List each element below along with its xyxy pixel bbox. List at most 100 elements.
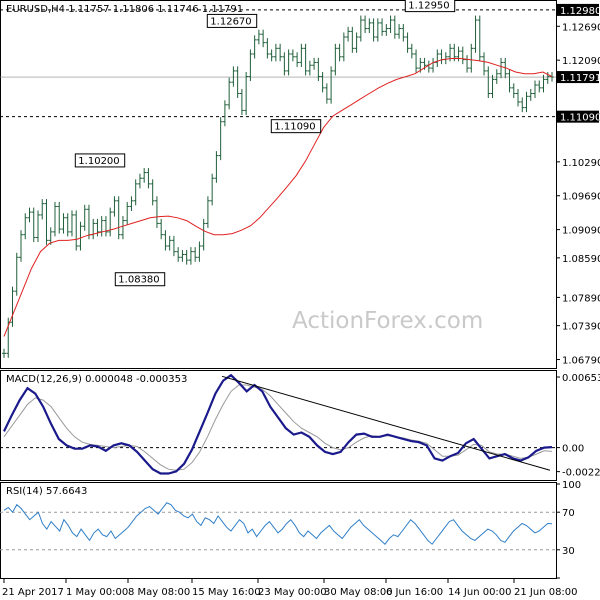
candle [384,24,389,36]
candle [350,26,355,53]
candle [295,52,300,67]
time-tick-label: 6 Jun 16:00 [386,587,443,598]
macd-label: MACD(12,26,9) 0.000048 -0.000353 [6,374,187,385]
candle [469,43,474,73]
candle [176,247,181,262]
rsi-label: RSI(14) 57.6643 [6,486,87,497]
level-label: 1.12980 [560,6,600,17]
candle [256,29,261,45]
svg-text:1.11090: 1.11090 [274,122,315,133]
candle [108,207,113,237]
candle [409,43,414,59]
candle [265,38,270,59]
candle [27,207,32,223]
candle [201,218,206,251]
macd-tick-label: -0.002226 [562,468,600,479]
candle [435,49,440,67]
time-tick-label: 15 May 16:00 [192,587,261,598]
price-tick-label: 1.08590 [562,254,600,265]
time-tick-label: 30 May 08:00 [324,587,393,598]
current-price-box [557,71,599,84]
candle [82,204,87,231]
candle [477,15,482,62]
candle [252,35,257,59]
candle [354,32,359,53]
candle [282,52,287,76]
candle [499,57,504,79]
candle [231,66,236,87]
candle [528,88,533,101]
candle [112,196,117,217]
candle [159,218,164,240]
rsi-line [3,502,553,545]
svg-text:1.12670: 1.12670 [210,16,251,27]
candle [346,26,351,42]
candle [290,49,295,62]
candle [129,196,134,211]
candle [18,230,23,262]
candle [103,216,108,237]
candle [61,213,66,234]
price-tick-label: 1.07890 [562,293,600,304]
candle [48,227,53,245]
candle [57,201,62,234]
watermark: ActionForex.com [292,308,483,334]
price-annotation: 1.12950 [404,0,456,13]
rsi-tick-label: 70 [562,508,575,519]
candle [486,66,491,99]
candle [65,213,70,237]
price-annotation: 1.11090 [270,119,322,134]
candle [188,247,193,265]
price-tick-label: 1.12090 [562,56,600,67]
rsi-tick-label: 100 [562,480,581,491]
candle [537,80,542,93]
candle [541,74,546,93]
candle [125,201,130,226]
macd-main-line [3,373,553,475]
candle [218,117,223,161]
candle [392,15,397,39]
svg-text:1.08380: 1.08380 [118,275,159,286]
time-tick-label: 23 May 00:00 [258,587,327,598]
candle [69,210,74,237]
candle [414,49,419,73]
price-tick-label: 1.09090 [562,226,600,237]
price-tick-label: 1.12690 [562,22,600,33]
candle [222,100,227,127]
rsi-tick-label: 30 [562,546,575,557]
candle [150,179,155,206]
candle [333,43,338,76]
candle [329,66,334,104]
price-annotation: 1.12670 [206,13,258,28]
candle [401,24,406,42]
price-annotation: 1.08380 [114,272,166,287]
candle [10,286,15,327]
candle [214,151,219,183]
candle [205,196,210,228]
candle [358,15,363,42]
candle [180,249,185,262]
level-label: 1.11090 [560,113,600,124]
candle [52,201,57,237]
candle [337,43,342,62]
candle [371,18,376,42]
moving-average-line [3,58,553,337]
candle [44,199,49,245]
candle [239,88,244,115]
candle [511,83,516,99]
level-label-box [557,3,599,16]
candle [23,213,28,240]
candle [473,15,478,53]
candle [142,168,147,183]
candle [460,46,465,65]
macd-panel [0,370,557,481]
candle [341,32,346,62]
candle [184,249,189,265]
candle [312,57,317,70]
level-label-box [557,110,599,123]
price-annotation: 1.10200 [74,153,126,168]
current-price-label: 1.11791 [560,73,600,84]
macd-trendline [221,375,551,471]
candle [74,210,79,251]
candle [2,348,6,358]
